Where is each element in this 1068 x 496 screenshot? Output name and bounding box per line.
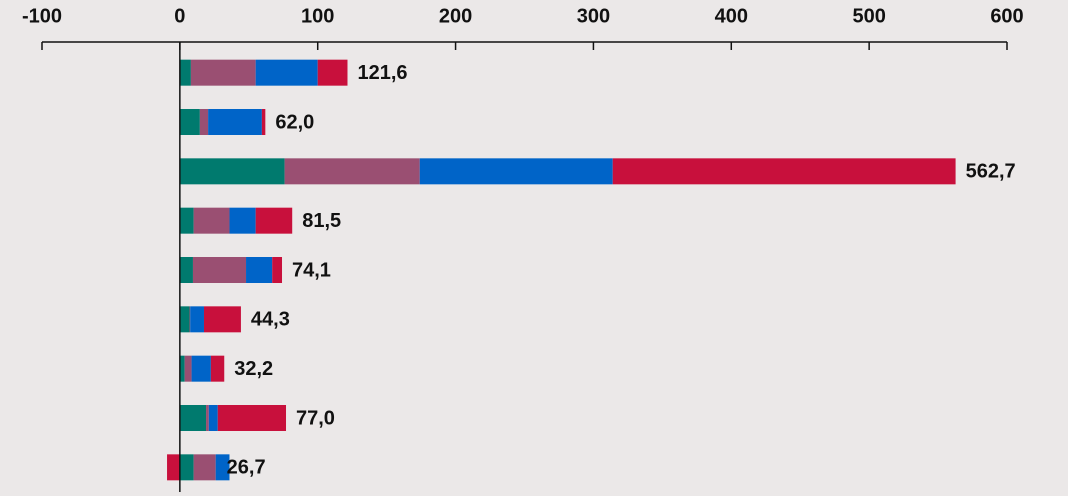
bar-segment (184, 355, 192, 382)
total-label: 562,7 (966, 161, 1016, 183)
x-tick-label: 400 (715, 5, 748, 27)
bar-segment (179, 355, 185, 382)
bar-segment (179, 306, 190, 333)
bar-segment (179, 257, 193, 283)
bar-segment (179, 158, 285, 185)
total-label: 81,5 (302, 210, 341, 232)
x-tick-label: 600 (990, 5, 1023, 27)
x-tick-label: 300 (577, 5, 610, 27)
x-tick-label: -100 (22, 5, 62, 27)
bar-segment (179, 405, 207, 431)
bar-segment (191, 355, 211, 382)
bar-segment (179, 109, 200, 135)
bar-segment (419, 158, 613, 185)
bar-segment (189, 306, 191, 333)
bar-segment (190, 59, 256, 86)
total-label: 26,7 (227, 457, 266, 479)
bar-segment (217, 405, 287, 431)
bar-segment (246, 257, 273, 283)
bar-segment (167, 454, 180, 481)
bar-segment (199, 109, 209, 135)
bar-segment (192, 257, 247, 283)
bar-segment (261, 109, 266, 135)
x-tick-label: 0 (174, 5, 185, 27)
bar-segment (210, 355, 225, 382)
bar-segment (229, 207, 256, 234)
bar-segment (190, 306, 204, 333)
bar-segment (193, 454, 216, 481)
total-label: 74,1 (292, 259, 331, 281)
bar-segment (193, 207, 230, 234)
total-label: 44,3 (251, 309, 290, 331)
bar-segment (317, 59, 348, 86)
bar-segment (255, 59, 318, 86)
bar-segment (206, 405, 209, 431)
bar-segment (179, 59, 191, 86)
total-label: 62,0 (275, 111, 314, 133)
total-label: 77,0 (296, 407, 335, 429)
bar-segment (612, 158, 956, 185)
x-tick-label: 500 (852, 5, 885, 27)
bar-segment (208, 109, 262, 135)
x-tick-label: 200 (439, 5, 472, 27)
total-label: 32,2 (234, 358, 273, 380)
bar-segment (179, 207, 194, 234)
total-label: 121,6 (357, 62, 407, 84)
bar-segment (215, 454, 230, 481)
bar-segment (284, 158, 420, 185)
bar-segment (203, 306, 241, 333)
bar-segment (179, 454, 194, 481)
bar-segment (208, 405, 218, 431)
bar-segment (255, 207, 293, 234)
bar-segment (272, 257, 283, 283)
x-tick-label: 100 (301, 5, 334, 27)
